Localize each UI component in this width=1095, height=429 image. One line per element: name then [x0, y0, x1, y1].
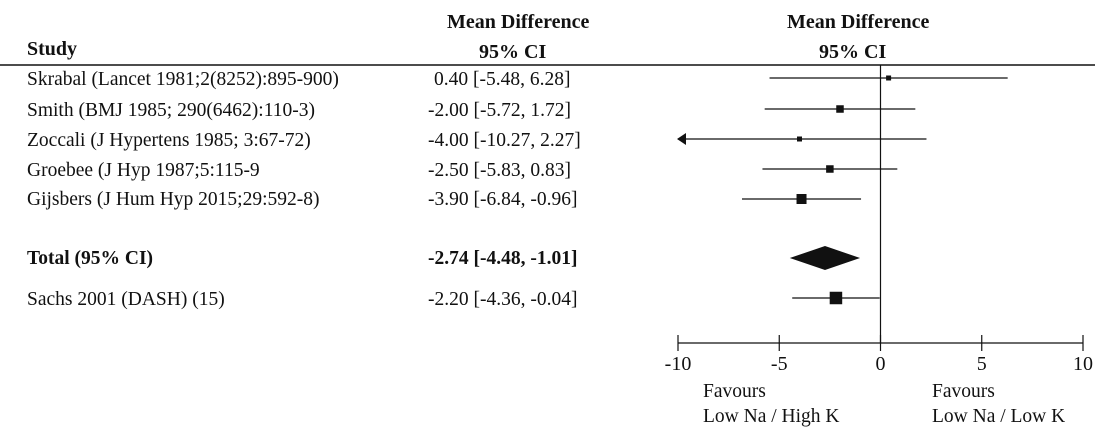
total-ci-text: -2.74 [-4.48, -1.01]	[428, 248, 578, 269]
point-estimate-reference	[829, 291, 843, 305]
point-estimate-zoccali	[797, 136, 802, 142]
favours-left-line2: Low Na / High K	[703, 406, 840, 427]
ci-column-header-line1: Mean Difference	[447, 11, 590, 33]
ci-text-smith: -2.00 [-5.72, 1.72]	[428, 100, 571, 121]
total-label: Total (95% CI)	[27, 248, 154, 269]
x-tick-label: 5	[976, 353, 987, 375]
ci-text-skrabal: 0.40 [-5.48, 6.28]	[434, 69, 571, 90]
point-estimate-groebee	[826, 165, 834, 173]
favours-right-line1: Favours	[932, 381, 995, 402]
reference-ci-text: -2.20 [-4.36, -0.04]	[428, 289, 578, 310]
x-tick-label: -10	[664, 353, 692, 375]
ci-text-groebee: -2.50 [-5.83, 0.83]	[428, 160, 571, 181]
plot-header-line1: Mean Difference	[787, 11, 930, 33]
reference-label: Sachs 2001 (DASH) (15)	[27, 289, 225, 310]
x-tick-label: 10	[1073, 353, 1093, 375]
ci-column-header-line2: 95% CI	[479, 41, 547, 63]
ci-text-zoccali: -4.00 [-10.27, 2.27]	[428, 130, 581, 151]
study-label-gijsbers: Gijsbers (J Hum Hyp 2015;29:592-8)	[27, 189, 320, 210]
total-diamond	[789, 246, 861, 270]
study-label-zoccali: Zoccali (J Hypertens 1985; 3:67-72)	[27, 130, 311, 151]
study-label-groebee: Groebee (J Hyp 1987;5:115-9	[27, 160, 260, 181]
point-estimate-smith	[836, 105, 844, 113]
study-label-smith: Smith (BMJ 1985; 290(6462):110-3)	[27, 100, 315, 121]
x-tick-label: 0	[875, 353, 886, 375]
study-header: Study	[27, 38, 78, 60]
point-estimate-gijsbers	[796, 194, 807, 204]
x-tick-label: -5	[770, 353, 788, 375]
plot-header-line2: 95% CI	[819, 41, 887, 63]
ci-arrow-zoccali	[677, 133, 686, 145]
study-label-skrabal: Skrabal (Lancet 1981;2(8252):895-900)	[27, 69, 339, 90]
ci-text-gijsbers: -3.90 [-6.84, -0.96]	[428, 189, 578, 210]
favours-right-line2: Low Na / Low K	[932, 406, 1066, 427]
favours-left-line1: Favours	[703, 381, 766, 402]
point-estimate-skrabal	[886, 75, 892, 81]
